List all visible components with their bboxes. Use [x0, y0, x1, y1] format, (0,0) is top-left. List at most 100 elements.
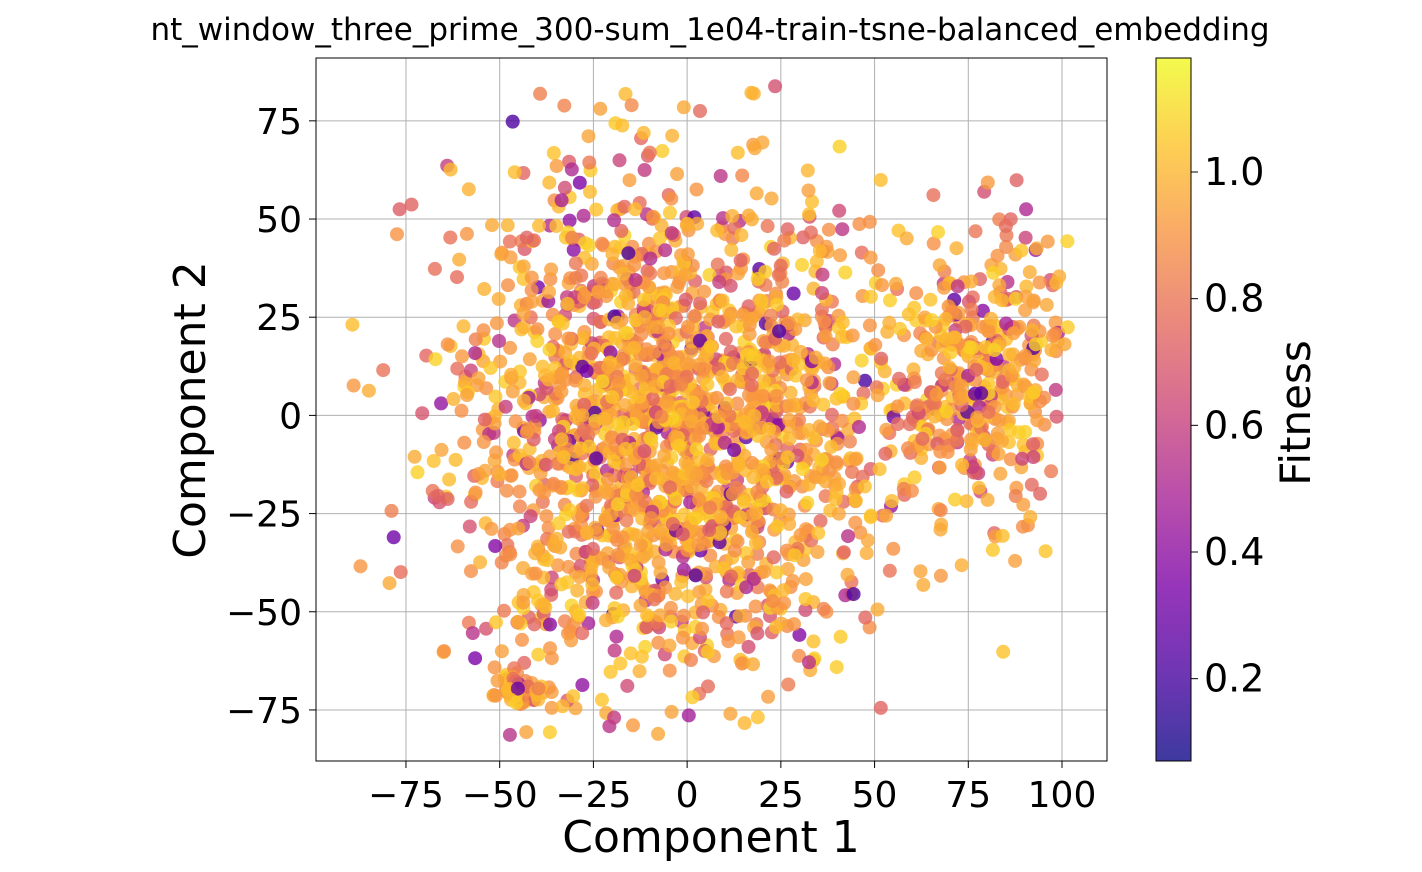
scatter-point [610, 497, 625, 512]
scatter-point [818, 329, 833, 344]
scatter-point [717, 435, 732, 450]
y-tick-label: 50 [256, 200, 302, 241]
colorbar-gradient [1156, 58, 1191, 761]
scatter-point [875, 278, 889, 293]
scatter-point [703, 500, 718, 515]
scatter-point [1026, 437, 1041, 452]
scatter-point [497, 603, 511, 618]
scatter-point [560, 575, 575, 590]
scatter-point [772, 324, 787, 339]
y-tick-label: −75 [226, 691, 302, 732]
scatter-point [664, 704, 679, 719]
scatter-point [487, 660, 502, 675]
colorbar-tick-label: 0.4 [1204, 530, 1264, 574]
scatter-point [450, 361, 465, 376]
scatter-point [770, 519, 785, 534]
scatter-point [609, 570, 624, 585]
scatter-point [777, 596, 792, 610]
scatter-point [712, 275, 727, 289]
scatter-point [1060, 320, 1075, 335]
scatter-point [701, 679, 715, 694]
scatter-point [728, 480, 743, 495]
scatter-point [764, 442, 779, 457]
scatter-point [654, 523, 669, 538]
y-tick-label: 0 [279, 396, 302, 437]
scatter-point [764, 308, 778, 323]
scatter-point [940, 445, 955, 459]
scatter-point [575, 678, 590, 692]
scatter-point [410, 465, 425, 480]
scatter-point [665, 128, 680, 143]
scatter-point [516, 393, 531, 408]
x-tick-label: 0 [676, 775, 699, 816]
scatter-point [607, 454, 622, 469]
scatter-point [494, 644, 509, 659]
scatter-point [568, 256, 583, 271]
scatter-point [948, 492, 962, 507]
scatter-point [543, 617, 557, 632]
scatter-point [926, 236, 941, 251]
scatter-point [787, 617, 801, 632]
scatter-point [609, 629, 624, 644]
scatter-point [573, 559, 588, 573]
scatter-point [882, 315, 897, 330]
scatter-point [675, 630, 690, 645]
scatter-point [939, 332, 954, 346]
scatter-point [527, 617, 542, 632]
scatter-point [893, 321, 907, 336]
scatter-point [549, 531, 564, 546]
scatter-point [833, 386, 848, 401]
scatter-point [773, 503, 788, 518]
y-tick-label: 75 [256, 102, 302, 143]
scatter-point [637, 310, 652, 325]
scatter-point [502, 234, 517, 249]
y-axis-ticks: −75 −50 −25 0 25 50 75 [226, 102, 316, 732]
scatter-point [822, 376, 837, 390]
scatter-point [502, 727, 517, 742]
scatter-point [971, 480, 986, 495]
scatter-point [608, 331, 623, 345]
scatter-point [491, 292, 506, 306]
scatter-point [780, 562, 795, 576]
scatter-point [685, 690, 700, 705]
scatter-point [730, 145, 745, 160]
scatter-point [904, 483, 919, 498]
scatter-point [485, 218, 499, 233]
scatter-point [589, 525, 604, 540]
scatter-point [653, 565, 668, 580]
scatter-point [519, 425, 534, 440]
scatter-point [1018, 348, 1033, 363]
scatter-point [601, 360, 616, 375]
scatter-point [923, 292, 938, 307]
scatter-point [700, 453, 715, 468]
scatter-point [616, 266, 631, 281]
scatter-point [500, 218, 515, 233]
scatter-point [909, 286, 924, 301]
x-tick-label: 100 [1028, 775, 1097, 816]
scatter-point [524, 294, 539, 309]
scatter-point [642, 145, 657, 160]
scatter-point [862, 318, 877, 333]
scatter-point [806, 634, 821, 649]
x-axis-ticks: −75 −50 −25 0 25 50 75 100 [368, 761, 1096, 816]
scatter-point [764, 191, 779, 206]
scatter-point [620, 678, 635, 693]
colorbar-tick-label: 0.8 [1204, 277, 1264, 321]
scatter-point [950, 279, 965, 294]
scatter-point [782, 431, 797, 446]
scatter-point [786, 353, 801, 368]
scatter-point [674, 575, 689, 590]
scatter-point [882, 563, 897, 578]
scatter-point [782, 517, 797, 531]
scatter-point [620, 326, 635, 341]
scatter-point [987, 343, 1002, 357]
scatter-point [933, 522, 948, 537]
scatter-point [747, 141, 762, 156]
scatter-point [1006, 326, 1021, 341]
scatter-point [800, 495, 815, 510]
scatter-point [696, 605, 710, 620]
scatter-point [750, 484, 765, 499]
scatter-point [427, 261, 442, 276]
scatter-point [979, 362, 994, 377]
scatter-point [981, 324, 996, 339]
